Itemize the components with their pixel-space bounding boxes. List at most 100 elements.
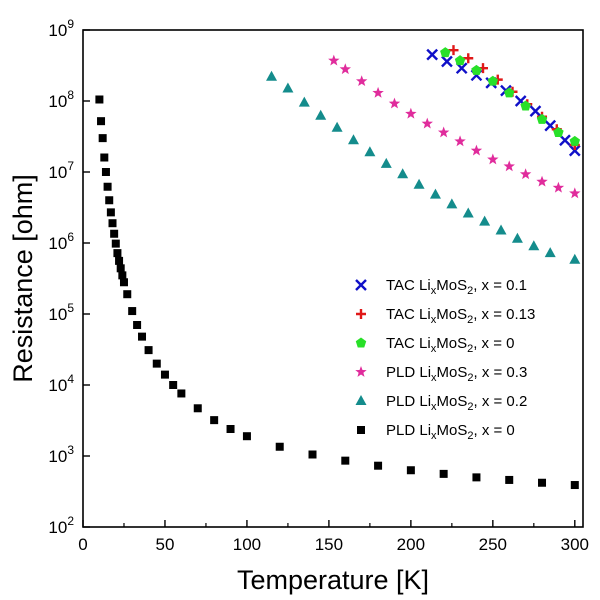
data-point (503, 160, 515, 172)
series-star (328, 54, 581, 199)
y-tick-label: 105 (48, 301, 74, 324)
plot-series (95, 45, 581, 490)
data-point (105, 196, 114, 205)
data-point (529, 105, 542, 117)
data-point (328, 54, 340, 66)
legend-marker (355, 279, 367, 291)
legend-label: PLD LixMoS2, x = 0 (386, 422, 515, 442)
data-point (388, 97, 401, 109)
data-point (470, 144, 483, 156)
data-point (226, 425, 235, 434)
y-tick-label: 108 (48, 88, 74, 111)
data-point (495, 224, 507, 235)
data-point (133, 320, 142, 329)
data-point (355, 75, 368, 87)
data-point (111, 239, 120, 248)
y-axis-ticks: 102 103 104 105 106 107 108 109 (48, 17, 90, 537)
y-axis-title: Resistance [ohm] (8, 174, 38, 383)
data-point (437, 126, 450, 138)
data-point (331, 121, 343, 132)
legend-label: PLD LixMoS2, x = 0.3 (386, 364, 527, 384)
data-point (113, 249, 122, 258)
data-point (144, 346, 153, 355)
y-tick-label: 104 (48, 372, 74, 395)
data-point (282, 82, 294, 93)
data-point (95, 95, 104, 104)
data-point (101, 168, 110, 176)
data-point (405, 107, 417, 119)
data-point (448, 45, 459, 56)
data-point (569, 135, 581, 146)
data-point (552, 181, 565, 193)
data-point (275, 442, 284, 451)
data-point (505, 475, 514, 484)
data-point (100, 153, 109, 162)
data-point (339, 63, 351, 75)
y-tick-label: 106 (48, 230, 74, 253)
data-point (536, 113, 548, 124)
y-tick-label: 109 (48, 17, 74, 40)
data-point (397, 168, 409, 179)
data-point (364, 146, 376, 157)
data-point (520, 100, 531, 111)
data-point (471, 64, 482, 75)
legend: TAC LixMoS2, x = 0.1 TAC LixMoS2, x = 0.1… (355, 277, 535, 442)
data-point (108, 219, 117, 228)
data-point (439, 469, 448, 478)
x-tick-label: 100 (233, 535, 261, 554)
x-axis-title: Temperature [K] (237, 565, 429, 595)
data-point (511, 232, 523, 243)
data-point (528, 240, 540, 251)
data-point (372, 86, 384, 98)
legend-label: TAC LixMoS2, x = 0.13 (386, 306, 535, 326)
data-point (128, 307, 137, 316)
data-point (426, 48, 439, 61)
legend-label: PLD LixMoS2, x = 0.2 (386, 393, 527, 413)
data-point (446, 198, 458, 209)
x-tick-label: 200 (397, 535, 425, 554)
data-point (519, 168, 532, 180)
data-point (429, 188, 441, 199)
series-pentagon (440, 47, 581, 146)
x-tick-label: 150 (315, 535, 343, 554)
data-point (177, 389, 186, 398)
data-point (347, 134, 359, 145)
series-x (426, 48, 581, 157)
data-point (98, 134, 107, 143)
data-point (374, 461, 383, 470)
data-point (97, 117, 106, 126)
data-point (440, 47, 451, 58)
y-tick-label: 103 (48, 443, 74, 466)
data-point (210, 416, 219, 425)
data-point (568, 144, 581, 157)
y-tick-label: 107 (48, 159, 74, 182)
data-point (308, 450, 317, 459)
data-point (463, 53, 474, 64)
data-point (106, 208, 115, 217)
series-square (95, 95, 579, 490)
legend-item: TAC LixMoS2, x = 0.13 (356, 306, 535, 326)
legend-marker (357, 426, 365, 434)
legend-marker (355, 395, 367, 405)
data-point (421, 117, 433, 129)
data-point (160, 370, 169, 379)
data-point (553, 127, 564, 137)
legend-item: PLD LixMoS2, x = 0.3 (355, 364, 527, 384)
data-point (462, 207, 474, 218)
legend-marker (355, 366, 367, 377)
data-point (380, 157, 392, 168)
data-point (536, 175, 548, 187)
data-point (504, 87, 515, 98)
x-tick-label: 50 (156, 535, 175, 554)
data-point (570, 481, 579, 490)
data-point (487, 75, 499, 86)
plot-frame (82, 29, 584, 528)
data-point (544, 247, 556, 258)
y-tick-label: 102 (48, 514, 74, 537)
data-point (315, 109, 327, 120)
data-point (538, 478, 547, 487)
data-point (152, 359, 161, 368)
data-point (413, 178, 425, 189)
data-point (266, 70, 278, 81)
data-point (116, 264, 125, 273)
